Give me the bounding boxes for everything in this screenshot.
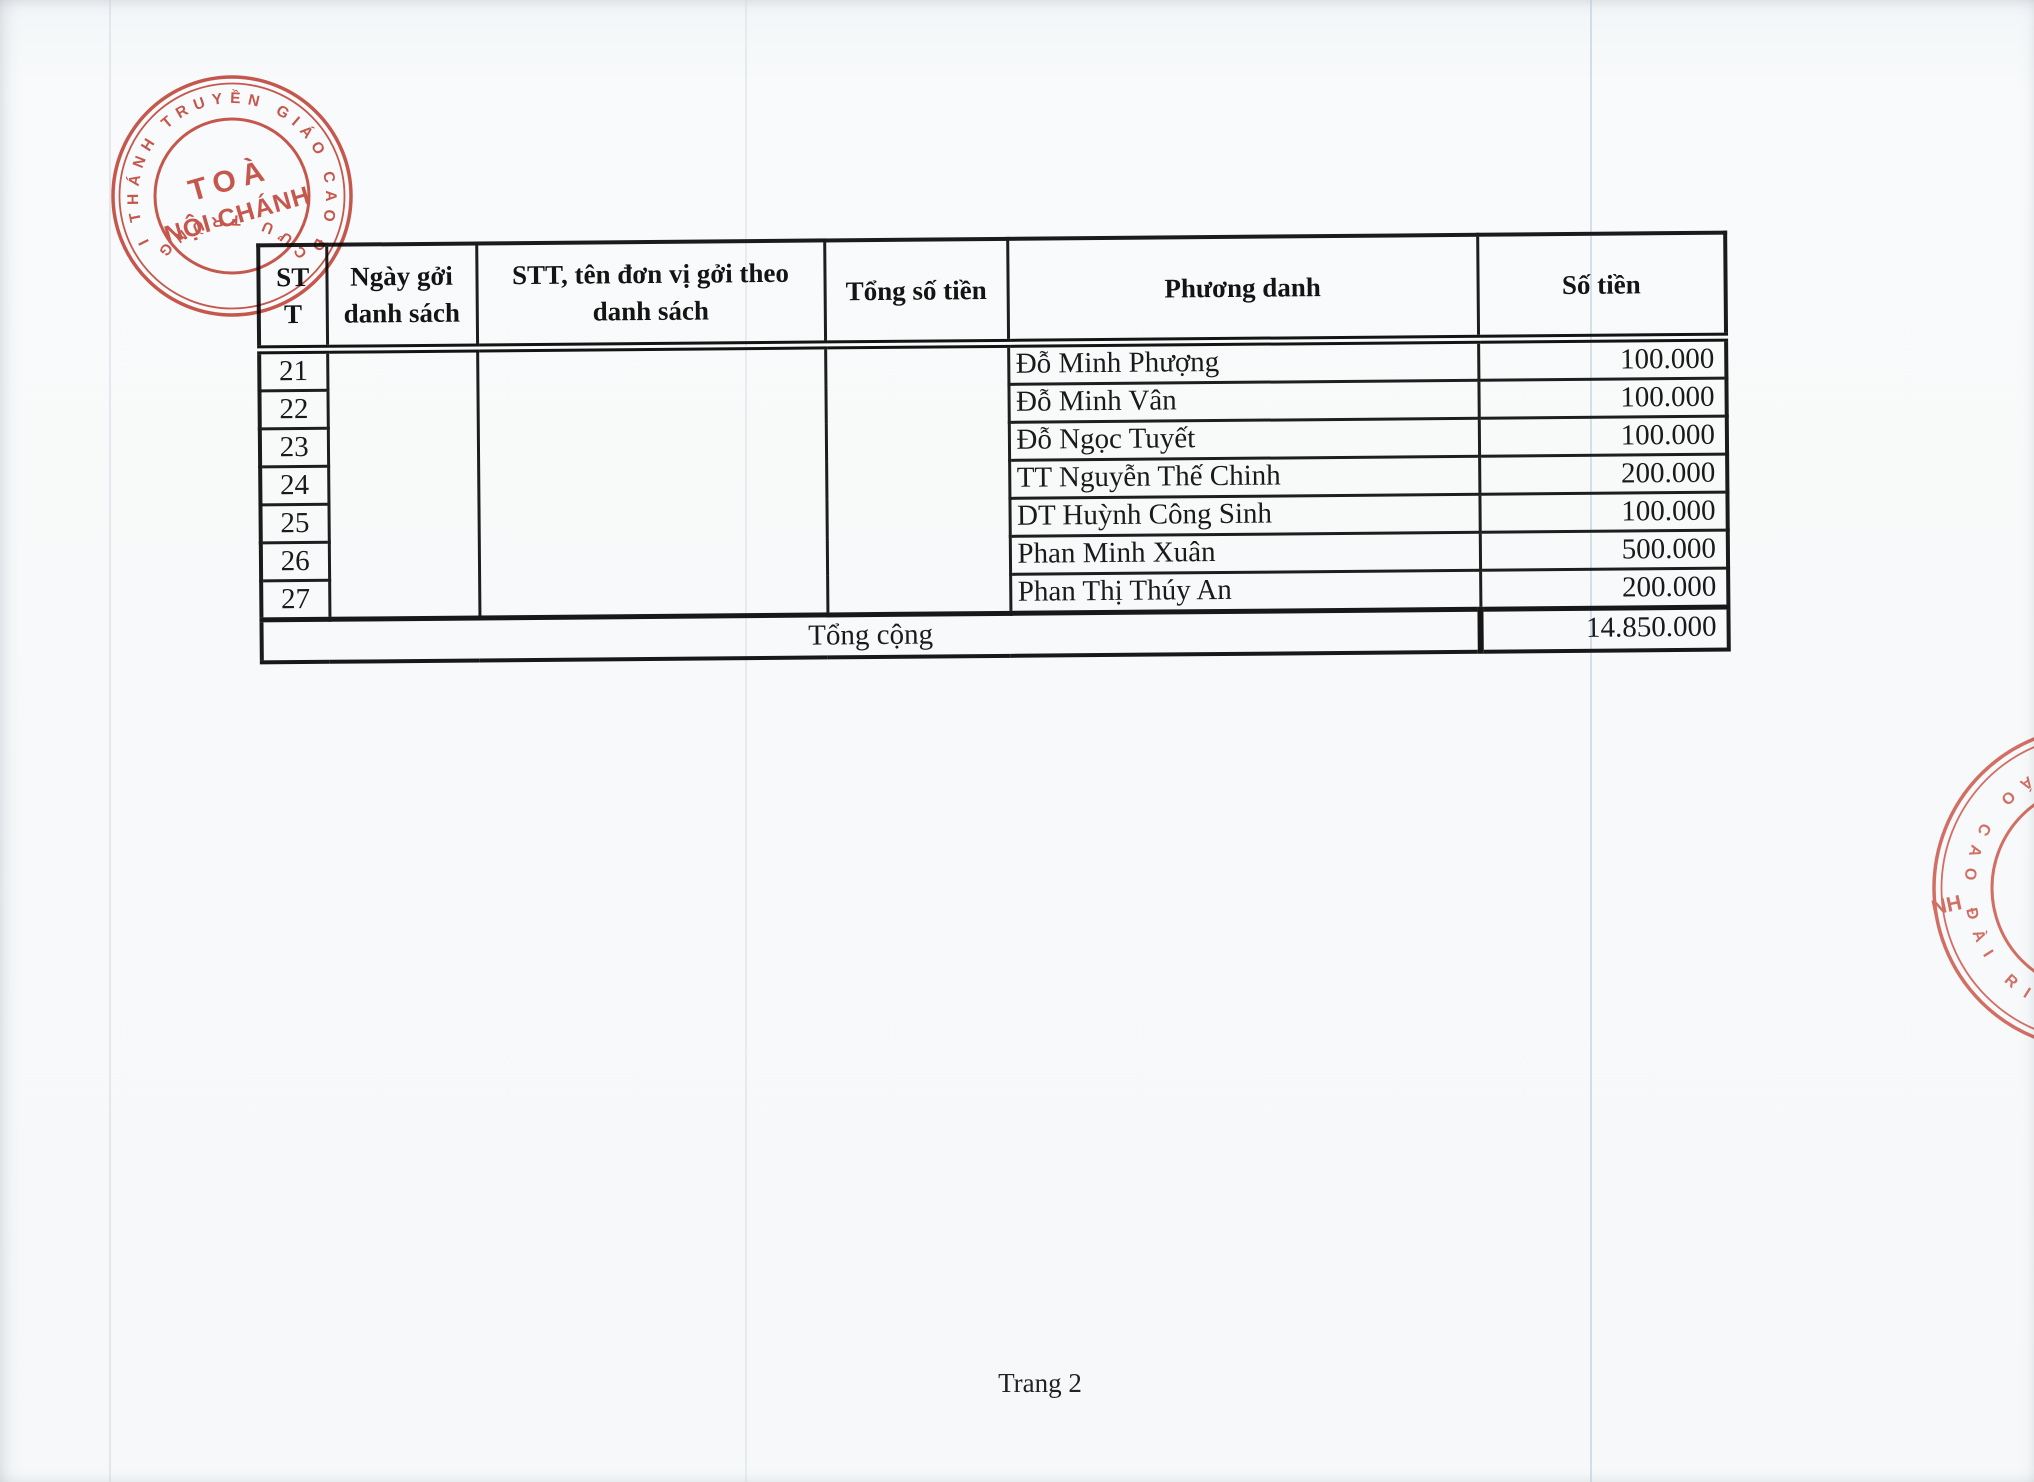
svg-text:HỘI THÁNH TRUYỀN GIÁO CAO ĐÀI: HỘI THÁNH TRUYỀN GIÁO CAO ĐÀI [110,74,339,255]
header-so-tien: Số tiền [1477,232,1727,339]
phuong-danh-cell: Đỗ Minh Phượng [1008,338,1479,384]
header-stt: STT [258,244,328,350]
stamp-ring-top-text: HỘI THÁNH TRUYỀN GIÁO CAO ĐÀI [110,74,338,255]
tong-so-tien-empty-cell [825,342,1011,615]
ngay-goi-empty-cell [327,347,480,619]
donation-table-wrap: STT Ngày gởi danh sách STT, tên đơn vị g… [256,230,1731,665]
svg-text:ÁO CAO ĐÀI RI: ÁO CAO ĐÀI RI [1960,772,2034,1003]
phuong-danh-cell: Phan Thị Thúy An [1010,569,1481,613]
stamp-center-line2: NỘI CHÁNH [161,179,314,249]
phuong-danh-cell: Phan Minh Xuân [1009,531,1481,574]
scan-fold-line [745,0,747,1482]
phuong-danh-cell: DT Huỳnh Công Sinh [1009,493,1480,536]
stt-cell: 27 [261,579,330,620]
stt-cell: 21 [259,348,328,391]
red-seal-stamp-partial: ÁO CAO ĐÀI RI NH [1929,737,2034,1039]
scan-fold-line [1590,0,1592,1482]
so-tien-cell: 100.000 [1478,377,1727,418]
scan-fold-line [109,0,111,1482]
phuong-danh-cell: Đỗ Ngọc Tuyết [1008,417,1480,460]
header-tong-so-tien: Tổng số tiền [824,238,1009,345]
header-ngay-goi: Ngày gởi danh sách [326,243,478,349]
so-tien-cell: 100.000 [1478,336,1727,380]
header-row: STT Ngày gởi danh sách STT, tên đơn vị g… [258,232,1727,350]
so-tien-cell: 500.000 [1479,529,1729,570]
page-number: Trang 2 [998,1368,1082,1398]
stt-cell: 26 [260,541,330,581]
so-tien-cell: 200.000 [1479,453,1728,494]
stamp-edge-fragment: NH [1929,891,1963,920]
donation-table: STT Ngày gởi danh sách STT, tên đơn vị g… [256,230,1731,665]
stt-cell: 22 [259,389,328,429]
header-phuong-danh: Phương danh [1007,234,1479,343]
stt-cell: 25 [260,503,329,543]
so-tien-cell: 100.000 [1478,415,1728,456]
phuong-danh-cell: Đỗ Minh Vân [1008,379,1479,422]
don-vi-empty-cell [477,344,828,618]
so-tien-cell: 200.000 [1480,567,1729,609]
so-tien-cell: 100.000 [1479,491,1728,532]
stt-cell: 23 [259,427,329,467]
stamp-edge-arc-text: ÁO CAO ĐÀI RI [1960,772,2033,1003]
header-don-vi: STT, tên đơn vị gởi theo danh sách [476,240,826,348]
stt-cell: 24 [260,465,329,505]
total-label-cell: Tổng cộng [261,608,1481,663]
total-value-cell: 14.850.000 [1480,606,1729,652]
phuong-danh-cell: TT Nguyễn Thế Chinh [1009,455,1480,498]
stamp-center-line1: TOÀ [185,152,275,208]
